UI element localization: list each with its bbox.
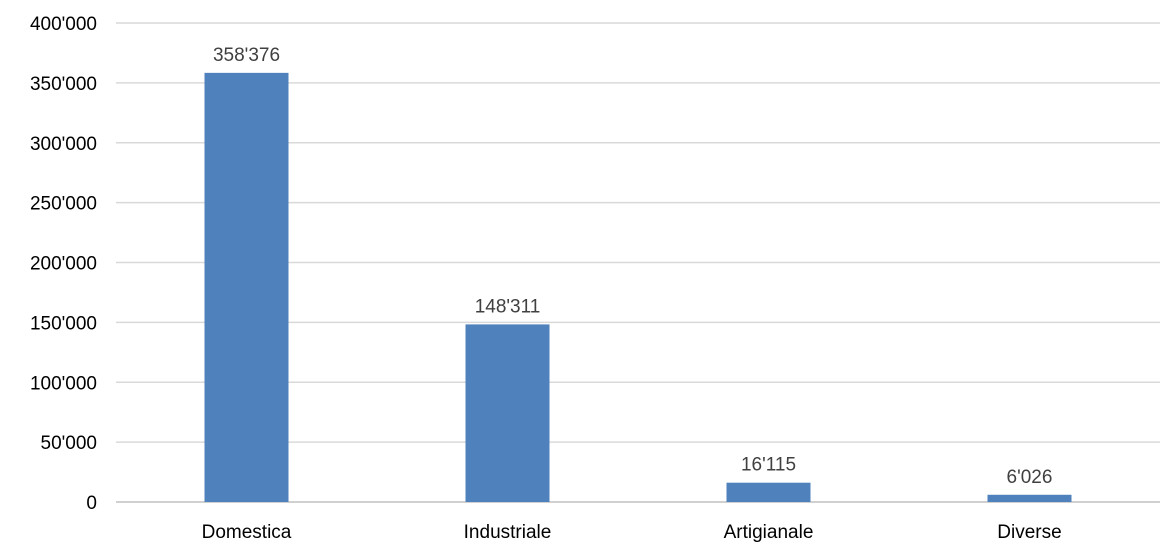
y-tick-label: 150'000 bbox=[30, 313, 97, 334]
y-tick-label: 50'000 bbox=[41, 433, 97, 454]
y-tick-label: 300'000 bbox=[30, 134, 97, 155]
data-label-artigianale: 16'115 bbox=[741, 455, 796, 476]
y-tick-label: 400'000 bbox=[30, 14, 97, 35]
y-tick-label: 250'000 bbox=[30, 194, 97, 215]
x-tick-label-artigianale: Artigianale bbox=[724, 522, 814, 543]
x-tick-label-domestica: Domestica bbox=[202, 522, 292, 543]
bar-diverse bbox=[987, 494, 1072, 502]
x-axis-tick-labels: Domestica Industriale Artigianale Diverse bbox=[202, 522, 1062, 543]
x-tick-label-diverse: Diverse bbox=[997, 522, 1061, 543]
data-label-diverse: 6'026 bbox=[1007, 467, 1053, 488]
y-tick-label: 0 bbox=[86, 493, 97, 514]
y-tick-label: 200'000 bbox=[30, 254, 97, 275]
data-labels: 358'376 148'311 16'115 6'026 bbox=[213, 45, 1052, 488]
y-axis-tick-labels: 0 50'000 100'000 150'000 200'000 250'000 300'0… bbox=[30, 14, 97, 514]
bar-industriale bbox=[465, 324, 550, 502]
y-tick-label: 100'000 bbox=[30, 373, 97, 394]
data-label-industriale: 148'311 bbox=[475, 296, 541, 317]
bar-domestica bbox=[204, 72, 289, 503]
x-tick-label-industriale: Industriale bbox=[464, 522, 552, 543]
gridlines bbox=[116, 22, 1160, 503]
data-label-domestica: 358'376 bbox=[213, 45, 280, 66]
bars bbox=[204, 72, 1072, 503]
y-tick-label: 350'000 bbox=[30, 74, 97, 95]
bar-artigianale bbox=[726, 482, 811, 502]
